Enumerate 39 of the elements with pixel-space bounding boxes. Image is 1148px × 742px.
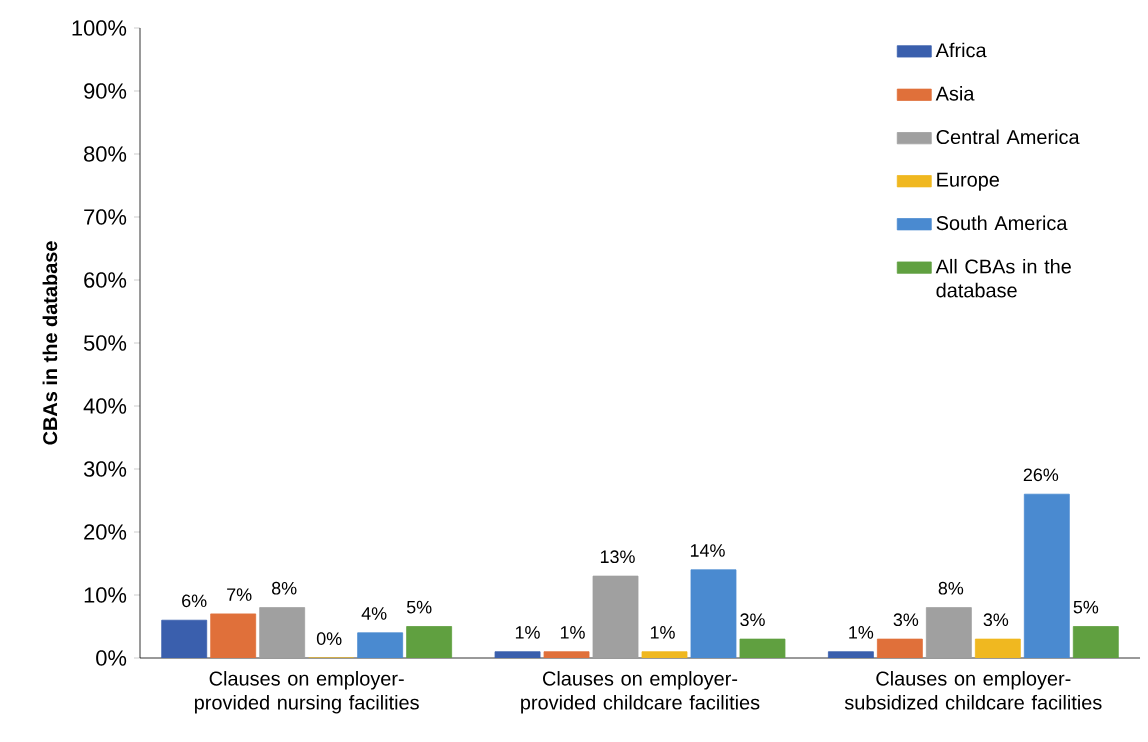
y-axis-title: CBAs in the database <box>42 241 58 445</box>
y-tick-label: 60% <box>84 272 127 288</box>
y-tick-label: 80% <box>84 146 127 162</box>
data-label: 5% <box>1073 600 1099 614</box>
x-tick-label: Clauses on employer-provided childcare facilities <box>521 671 760 714</box>
y-tick-label: 20% <box>84 524 127 540</box>
legend-label: Asia <box>935 86 975 101</box>
legend-label: South America <box>936 215 1068 231</box>
legend-label: All CBAs in the database <box>935 258 1071 298</box>
y-tick-label: 70% <box>84 209 127 225</box>
y-tick-label: 50% <box>83 335 127 351</box>
data-label: 14% <box>690 544 725 557</box>
y-tick-label: 100% <box>72 20 127 36</box>
y-tick-label: 10% <box>84 587 127 603</box>
data-label: 1% <box>515 626 540 639</box>
data-label: 26% <box>1023 468 1059 482</box>
data-label: 7% <box>227 588 252 601</box>
legend-label: Central America <box>936 129 1080 145</box>
data-label: 8% <box>271 581 297 595</box>
x-tick-label: Clauses on employer-subsidized childcare facilities <box>844 671 1102 710</box>
y-tick-label: 0% <box>96 650 127 666</box>
data-label: 3% <box>740 613 765 627</box>
data-label: 1% <box>849 626 874 639</box>
data-label: 5% <box>406 600 432 614</box>
y-tick-label: 40% <box>83 398 127 414</box>
data-label: 3% <box>893 613 919 627</box>
data-label: 4% <box>361 607 387 620</box>
legend-label: Europe <box>937 172 999 191</box>
data-label: 13% <box>600 550 635 564</box>
legend-label: Africa <box>935 42 987 58</box>
data-label: 6% <box>182 594 207 608</box>
y-tick-label: 90% <box>84 83 127 99</box>
data-label: 0% <box>316 632 342 645</box>
x-tick-label: Clauses on employer-provided nursing facilities <box>194 671 419 714</box>
data-label: 8% <box>938 581 964 595</box>
data-label: 1% <box>560 626 585 639</box>
data-label: 3% <box>983 613 1009 627</box>
data-label: 1% <box>650 626 675 639</box>
y-tick-label: 30% <box>83 461 127 477</box>
